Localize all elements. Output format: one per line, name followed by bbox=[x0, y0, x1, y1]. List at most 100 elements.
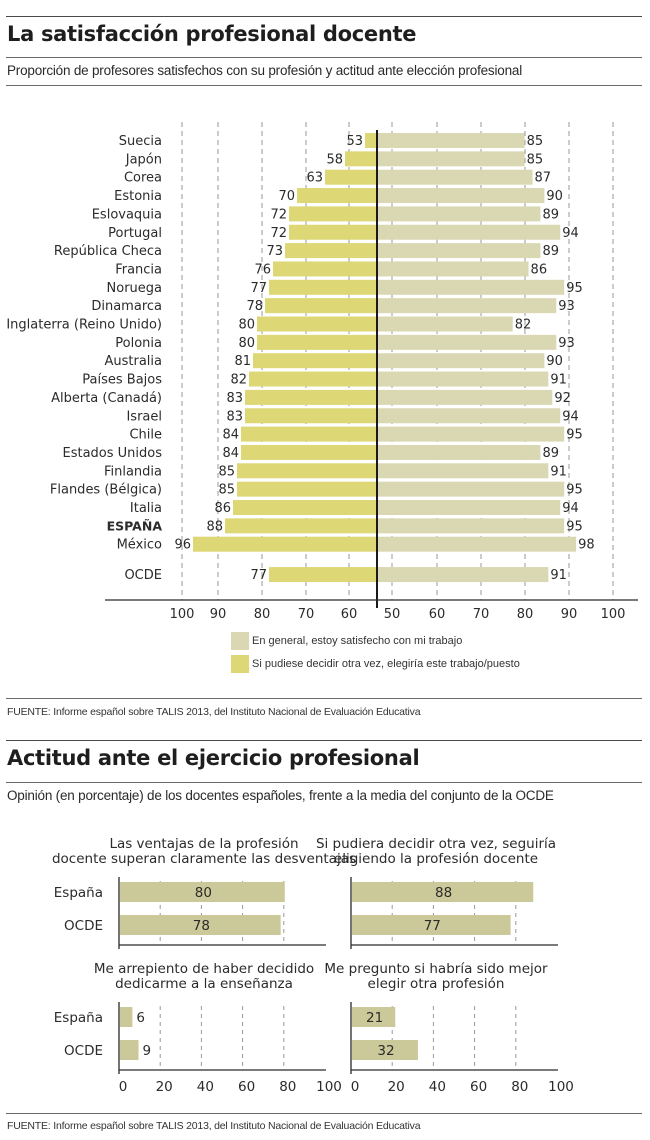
bar-satisfied bbox=[378, 169, 533, 185]
small-bar-value: 78 bbox=[193, 918, 210, 934]
value-label-right: 82 bbox=[515, 318, 532, 333]
category-label: República Checa bbox=[54, 244, 162, 259]
value-label-right: 85 bbox=[527, 152, 544, 167]
value-label-right: 87 bbox=[535, 171, 552, 186]
bar-satisfied bbox=[378, 408, 561, 424]
source1-rule bbox=[6, 698, 642, 699]
legend-swatch-satisfied bbox=[231, 632, 249, 650]
bar-satisfied bbox=[378, 518, 565, 534]
small-chart-title: dedicarme a la enseñanza bbox=[115, 976, 293, 992]
bar-satisfied bbox=[378, 133, 525, 148]
value-label-right: 91 bbox=[550, 464, 567, 479]
bar-satisfied bbox=[378, 316, 513, 332]
tick-label-right: 70 bbox=[473, 607, 490, 622]
small-chart-title: docente superan claramente las desventaj… bbox=[52, 851, 356, 867]
value-label-right: 93 bbox=[558, 299, 575, 314]
value-label-right: 90 bbox=[546, 354, 563, 369]
bar-choose-again bbox=[245, 389, 377, 405]
value-label-left: 73 bbox=[266, 244, 283, 259]
value-label-left: 76 bbox=[254, 262, 271, 277]
tick-label-right: 100 bbox=[601, 607, 626, 622]
small-chart-title: Me arrepiento de haber decidido bbox=[94, 961, 314, 977]
bar-satisfied bbox=[378, 481, 565, 497]
category-label: México bbox=[117, 538, 162, 553]
legend-swatch-choose-again bbox=[231, 655, 249, 673]
legend-item-satisfied: En general, estoy satisfecho con mi trab… bbox=[231, 631, 520, 651]
small-tick-label: 0 bbox=[119, 1079, 128, 1095]
small-tick-label: 100 bbox=[316, 1079, 342, 1095]
title-rule bbox=[6, 57, 642, 58]
small-category-label: España bbox=[54, 1010, 103, 1026]
value-label-right: 95 bbox=[566, 281, 583, 296]
bar-satisfied bbox=[378, 151, 525, 167]
category-label: Australia bbox=[104, 354, 162, 369]
small-chart-title: eligiendo la profesión docente bbox=[334, 851, 538, 867]
tick-label-left: 70 bbox=[298, 607, 315, 622]
section2-source: FUENTE: Informe español sobre TALIS 2013… bbox=[7, 1120, 421, 1132]
section2-title-rule bbox=[6, 782, 642, 783]
value-label-left: 84 bbox=[222, 428, 239, 443]
category-label: OCDE bbox=[124, 568, 162, 583]
bar-choose-again bbox=[241, 444, 377, 460]
category-label: Flandes (Bélgica) bbox=[50, 483, 162, 498]
bar-choose-again bbox=[253, 353, 377, 369]
value-label-right: 89 bbox=[542, 207, 559, 222]
small-bar-value: 32 bbox=[377, 1043, 394, 1059]
value-label-left: 58 bbox=[326, 152, 343, 167]
bar-choose-again bbox=[237, 463, 377, 479]
category-label: Francia bbox=[115, 262, 162, 277]
small-tick-label: 80 bbox=[511, 1079, 528, 1095]
legend-label-choose-again: Si pudiese decidir otra vez, elegiría es… bbox=[252, 658, 520, 670]
tick-label-right: 50 bbox=[384, 607, 401, 622]
small-bar bbox=[352, 1007, 396, 1027]
value-label-right: 85 bbox=[527, 134, 544, 149]
value-label-right: 94 bbox=[562, 501, 579, 516]
small-tick-label: 40 bbox=[429, 1079, 446, 1095]
category-label: Estonia bbox=[114, 189, 162, 204]
bar-choose-again bbox=[345, 151, 377, 167]
bar-satisfied bbox=[378, 279, 565, 295]
small-tick-label: 60 bbox=[238, 1079, 255, 1095]
bar-satisfied bbox=[378, 334, 557, 350]
tick-label-right: 90 bbox=[561, 607, 578, 622]
value-label-left: 96 bbox=[174, 538, 191, 553]
bar-choose-again bbox=[289, 206, 377, 222]
small-bar-value: 77 bbox=[424, 918, 441, 934]
legend-label-satisfied: En general, estoy satisfecho con mi trab… bbox=[252, 635, 463, 647]
tick-label-left: 90 bbox=[210, 607, 227, 622]
subtitle-rule bbox=[6, 85, 642, 86]
small-category-label: OCDE bbox=[64, 1043, 103, 1059]
bar-choose-again bbox=[269, 567, 377, 583]
bar-choose-again bbox=[237, 481, 377, 497]
tick-label-left: 100 bbox=[170, 607, 195, 622]
value-label-left: 85 bbox=[218, 464, 235, 479]
bar-choose-again bbox=[269, 279, 377, 295]
small-bar-value: 6 bbox=[136, 1010, 145, 1026]
bar-choose-again bbox=[257, 334, 377, 350]
bar-choose-again bbox=[365, 133, 377, 148]
value-label-left: 88 bbox=[206, 519, 223, 534]
bar-satisfied bbox=[378, 389, 553, 405]
small-bar bbox=[352, 882, 534, 902]
bar-satisfied bbox=[378, 298, 557, 314]
category-label: ESPAÑA bbox=[107, 518, 163, 533]
category-label: Japón bbox=[125, 152, 162, 167]
small-tick-label: 80 bbox=[279, 1079, 296, 1095]
value-label-left: 81 bbox=[234, 354, 251, 369]
bar-choose-again bbox=[289, 224, 377, 240]
small-tick-label: 0 bbox=[351, 1079, 360, 1095]
value-label-left: 78 bbox=[246, 299, 263, 314]
bar-satisfied bbox=[378, 426, 565, 442]
small-chart-title: Las ventajas de la profesión bbox=[109, 836, 298, 852]
value-label-left: 72 bbox=[270, 226, 287, 241]
value-label-right: 94 bbox=[562, 409, 579, 424]
small-category-label: OCDE bbox=[64, 918, 103, 934]
value-label-left: 82 bbox=[230, 373, 247, 388]
value-label-right: 91 bbox=[550, 568, 567, 583]
small-tick-label: 20 bbox=[156, 1079, 173, 1095]
small-chart-title: Si pudiera decidir otra vez, seguiría bbox=[316, 836, 556, 852]
small-bar bbox=[120, 915, 281, 935]
bar-satisfied bbox=[378, 206, 541, 222]
bar-choose-again bbox=[265, 298, 377, 314]
